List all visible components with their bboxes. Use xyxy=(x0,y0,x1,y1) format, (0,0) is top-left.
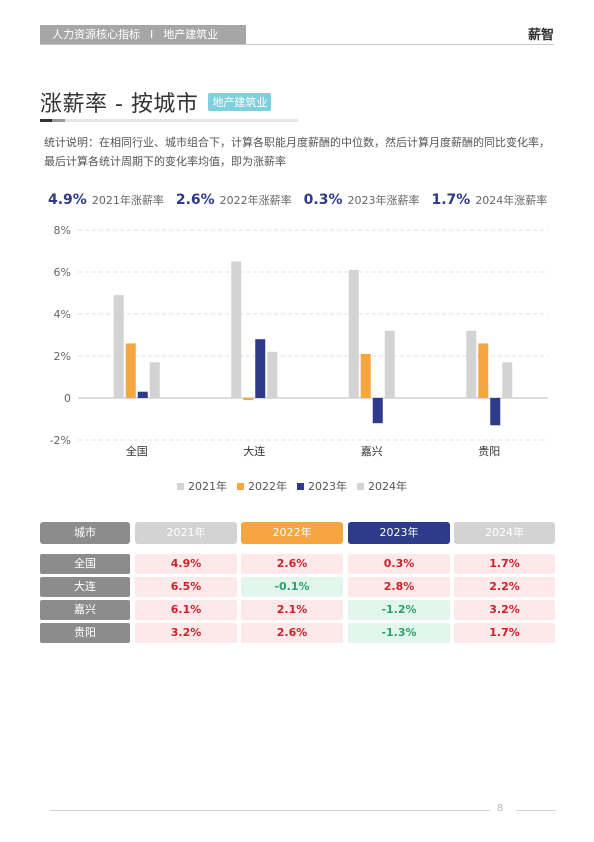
summary-value-2023: 0.3% xyxy=(303,192,343,208)
table-header-2022: 2022年 xyxy=(241,522,343,544)
table-cell: 0.3% xyxy=(348,554,450,574)
table-row-city: 全国 xyxy=(40,554,130,574)
bar xyxy=(243,398,254,401)
footer-rule-left xyxy=(50,810,490,811)
bar xyxy=(231,261,242,398)
chart-card: 4.9% 2021年涨薪率 2.6% 2022年涨薪率 0.3% 2023年涨薪率 1… xyxy=(40,180,554,512)
table-cell: 1.7% xyxy=(454,623,555,643)
table-cell: 3.2% xyxy=(454,600,555,620)
bar xyxy=(466,330,477,398)
x-tick-label: 大连 xyxy=(243,444,265,458)
table-cell: 6.5% xyxy=(135,577,237,597)
table-row-city: 嘉兴 xyxy=(40,600,130,620)
brand-logo: 薪智 xyxy=(527,28,554,43)
header-tab: 人力资源核心指标 I 地产建筑业 xyxy=(40,25,246,45)
y-tick-label: 6% xyxy=(54,266,71,279)
x-tick-label: 全国 xyxy=(126,444,148,458)
title-underline-dark xyxy=(40,119,52,122)
legend-label: 2024年 xyxy=(368,479,407,493)
legend-swatch xyxy=(237,483,244,490)
header-section: 人力资源核心指标 xyxy=(52,28,140,41)
y-tick-label: 0 xyxy=(64,392,71,405)
statistics-note: 统计说明：在相同行业、城市组合下，计算各职能月度薪酬的中位数，然后计算月度薪酬的… xyxy=(44,136,550,168)
bar xyxy=(502,362,513,398)
bar xyxy=(149,362,160,398)
summary-value-2022: 2.6% xyxy=(175,192,215,208)
legend-swatch xyxy=(297,483,304,490)
table-row-city: 贵阳 xyxy=(40,623,130,643)
legend-swatch xyxy=(177,483,184,490)
table-cell: 4.9% xyxy=(135,554,237,574)
bar xyxy=(384,330,395,398)
table-header-2023: 2023年 xyxy=(348,522,450,544)
table-cell: 2.2% xyxy=(454,577,555,597)
header-rule xyxy=(40,44,554,45)
table-cell: 2.8% xyxy=(348,577,450,597)
table-cell: -0.1% xyxy=(241,577,343,597)
table-cell: 2.6% xyxy=(241,554,343,574)
legend-label: 2023年 xyxy=(308,479,347,493)
table-cell: 6.1% xyxy=(135,600,237,620)
table-cell: -1.3% xyxy=(348,623,450,643)
legend-swatch xyxy=(357,483,364,490)
table-row-city: 大连 xyxy=(40,577,130,597)
table-cell: 3.2% xyxy=(135,623,237,643)
bar xyxy=(137,391,148,398)
summary-value-2021: 4.9% xyxy=(48,192,87,208)
summary-value-2024: 1.7% xyxy=(431,192,471,208)
table-header-2024: 2024年 xyxy=(454,522,555,544)
summary-label-2024: 2024年涨薪率 xyxy=(475,194,548,207)
summary-stats: 4.9% 2021年涨薪率 2.6% 2022年涨薪率 0.3% 2023年涨薪率 1… xyxy=(48,192,559,208)
y-tick-label: 2% xyxy=(54,350,71,363)
table-cell: 2.1% xyxy=(241,600,343,620)
legend-label: 2021年 xyxy=(188,479,227,493)
title-row: 涨薪率 - 按城市 地产建筑业 xyxy=(40,86,272,118)
y-tick-label: 4% xyxy=(54,308,71,321)
header-separator: I xyxy=(150,28,154,41)
table-cell: -1.2% xyxy=(348,600,450,620)
table-header-city: 城市 xyxy=(40,522,130,544)
legend-label: 2022年 xyxy=(248,479,287,493)
y-tick-label: 8% xyxy=(54,224,71,237)
table-cell: 2.6% xyxy=(241,623,343,643)
industry-badge: 地产建筑业 xyxy=(208,93,272,111)
summary-label-2021: 2021年涨薪率 xyxy=(91,194,164,207)
bar xyxy=(478,343,489,398)
title-underline-light xyxy=(65,119,298,122)
bar xyxy=(113,295,124,398)
header-industry: 地产建筑业 xyxy=(163,28,219,41)
bar xyxy=(267,351,278,398)
salary-increase-bar-chart: 8% 6% 4% 2% 0 -2% 全国 大连 嘉兴 贵阳 2021年 2022年 2023年 2024年 xyxy=(50,224,548,493)
x-tick-label: 贵阳 xyxy=(478,445,500,458)
summary-label-2023: 2023年涨薪率 xyxy=(347,194,420,207)
y-tick-label: -2% xyxy=(50,434,71,447)
footer-rule-right xyxy=(516,810,556,811)
bar xyxy=(348,269,359,398)
bar xyxy=(255,339,266,398)
bar xyxy=(125,343,136,398)
summary-label-2022: 2022年涨薪率 xyxy=(219,194,292,207)
title-underline-gray xyxy=(52,119,65,122)
page-title: 涨薪率 - 按城市 xyxy=(40,92,199,117)
bar xyxy=(490,398,501,426)
x-tick-label: 嘉兴 xyxy=(361,444,383,458)
bar xyxy=(360,353,371,398)
table-cell: 1.7% xyxy=(454,554,555,574)
page-number: 8 xyxy=(497,803,504,814)
bar xyxy=(372,398,383,424)
table-header-2021: 2021年 xyxy=(135,522,237,544)
